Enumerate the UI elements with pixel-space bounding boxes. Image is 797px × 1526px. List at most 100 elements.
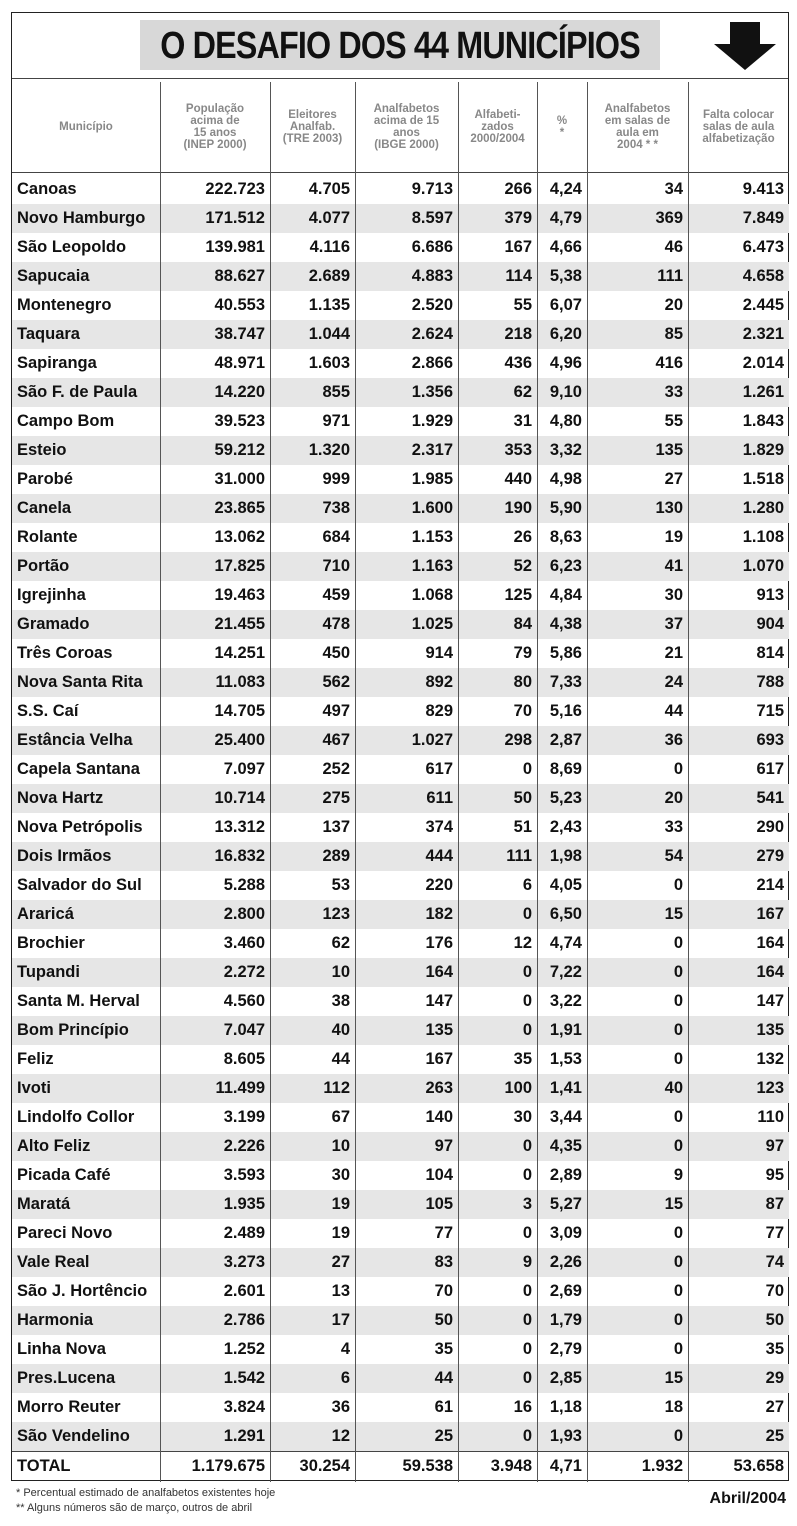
row-shade bbox=[12, 204, 789, 233]
value-cell: 1.829 bbox=[742, 441, 784, 459]
value-cell: 38 bbox=[331, 992, 350, 1010]
value-cell: 2.489 bbox=[223, 1224, 265, 1242]
value-cell: 252 bbox=[322, 760, 350, 778]
row-shade bbox=[12, 494, 789, 523]
value-cell: 16 bbox=[513, 1398, 532, 1416]
value-cell: 17.825 bbox=[214, 557, 265, 575]
value-cell: 1,93 bbox=[549, 1427, 582, 1445]
value-cell: 611 bbox=[426, 789, 453, 807]
value-cell: 2.321 bbox=[742, 325, 784, 343]
value-cell: 123 bbox=[756, 1079, 784, 1097]
header-line: 15 anos bbox=[193, 126, 237, 139]
column-header: % * bbox=[537, 82, 587, 171]
value-cell: 1,79 bbox=[549, 1311, 582, 1329]
municipality: Três Coroas bbox=[17, 644, 113, 662]
value-cell: 2.689 bbox=[308, 267, 350, 285]
municipality: Nova Petrópolis bbox=[17, 818, 143, 836]
title: O DESAFIO DOS 44 MUNICÍPIOS bbox=[160, 24, 640, 67]
municipality: Pres.Lucena bbox=[17, 1369, 116, 1387]
value-cell: 114 bbox=[505, 267, 532, 285]
value-cell: 3.199 bbox=[223, 1108, 265, 1126]
row-shade bbox=[12, 378, 789, 407]
value-cell: 6.473 bbox=[742, 238, 784, 256]
value-cell: 3 bbox=[522, 1195, 532, 1213]
rule bbox=[12, 78, 788, 79]
value-cell: 4,74 bbox=[549, 934, 582, 952]
value-cell: 5,86 bbox=[549, 644, 582, 662]
value-cell: 2.624 bbox=[411, 325, 453, 343]
value-cell: 50 bbox=[765, 1311, 784, 1329]
value-cell: 4.560 bbox=[223, 992, 265, 1010]
value-cell: 436 bbox=[504, 354, 532, 372]
value-cell: 1.291 bbox=[223, 1427, 265, 1445]
header-line: em salas de bbox=[604, 114, 671, 127]
municipality: Araricá bbox=[17, 905, 74, 923]
municipality: Ivoti bbox=[17, 1079, 51, 1097]
value-cell: 164 bbox=[756, 934, 784, 952]
value-cell: 1.025 bbox=[411, 615, 453, 633]
value-cell: 0 bbox=[522, 1021, 532, 1039]
value-cell: 14.705 bbox=[214, 702, 265, 720]
column-divider bbox=[458, 82, 459, 1482]
value-cell: 1.044 bbox=[308, 325, 350, 343]
value-cell: 19.463 bbox=[214, 586, 265, 604]
value-cell: 87 bbox=[765, 1195, 784, 1213]
value-cell: 2,69 bbox=[549, 1282, 582, 1300]
value-cell: 44 bbox=[664, 702, 683, 720]
row-shade bbox=[12, 610, 789, 639]
value-cell: 0 bbox=[673, 934, 683, 952]
value-cell: 693 bbox=[756, 731, 784, 749]
value-cell: 11.499 bbox=[215, 1079, 265, 1097]
row-shade bbox=[12, 1248, 789, 1277]
date: Abril/2004 bbox=[709, 1490, 786, 1507]
value-cell: 135 bbox=[756, 1021, 784, 1039]
municipality: Canela bbox=[17, 499, 72, 517]
header-line: salas de aula bbox=[702, 120, 775, 133]
value-cell: 1.261 bbox=[742, 383, 784, 401]
value-cell: 53.658 bbox=[733, 1457, 784, 1475]
row-shade bbox=[12, 1190, 789, 1219]
value-cell: 1.932 bbox=[641, 1457, 683, 1475]
value-cell: 147 bbox=[425, 992, 453, 1010]
value-cell: 85 bbox=[664, 325, 683, 343]
value-cell: 74 bbox=[765, 1253, 784, 1271]
value-cell: 0 bbox=[522, 1369, 532, 1387]
value-cell: 29 bbox=[765, 1369, 784, 1387]
value-cell: 0 bbox=[673, 992, 683, 1010]
value-cell: 0 bbox=[673, 1282, 683, 1300]
value-cell: 54 bbox=[664, 847, 683, 865]
value-cell: 855 bbox=[322, 383, 350, 401]
value-cell: 467 bbox=[322, 731, 350, 749]
value-cell: 27 bbox=[765, 1398, 784, 1416]
value-cell: 31.000 bbox=[214, 470, 265, 488]
arrow-icon bbox=[714, 22, 776, 70]
value-cell: 13.312 bbox=[214, 818, 265, 836]
value-cell: 1.135 bbox=[308, 296, 350, 314]
value-cell: 12 bbox=[513, 934, 532, 952]
value-cell: 275 bbox=[322, 789, 350, 807]
value-cell: 34 bbox=[664, 180, 683, 198]
value-cell: 9,10 bbox=[549, 383, 582, 401]
municipality: São Vendelino bbox=[17, 1427, 130, 1445]
value-cell: 2.272 bbox=[223, 963, 265, 981]
value-cell: 9.413 bbox=[742, 180, 784, 198]
header-line: aula em bbox=[616, 126, 659, 139]
value-cell: 7.097 bbox=[223, 760, 265, 778]
header-line: * bbox=[559, 126, 565, 139]
value-cell: 135 bbox=[425, 1021, 453, 1039]
value-cell: 4,80 bbox=[549, 412, 582, 430]
value-cell: 50 bbox=[513, 789, 532, 807]
value-cell: 0 bbox=[673, 1108, 683, 1126]
value-cell: 30 bbox=[664, 586, 683, 604]
value-cell: 36 bbox=[664, 731, 683, 749]
value-cell: 10 bbox=[331, 963, 350, 981]
value-cell: 3.824 bbox=[223, 1398, 265, 1416]
value-cell: 6.686 bbox=[411, 238, 453, 256]
row-shade bbox=[12, 552, 789, 581]
value-cell: 450 bbox=[322, 644, 350, 662]
value-cell: 167 bbox=[504, 238, 532, 256]
value-cell: 562 bbox=[322, 673, 350, 691]
value-cell: 1,91 bbox=[549, 1021, 582, 1039]
value-cell: 3,32 bbox=[549, 441, 582, 459]
value-cell: 52 bbox=[513, 557, 532, 575]
